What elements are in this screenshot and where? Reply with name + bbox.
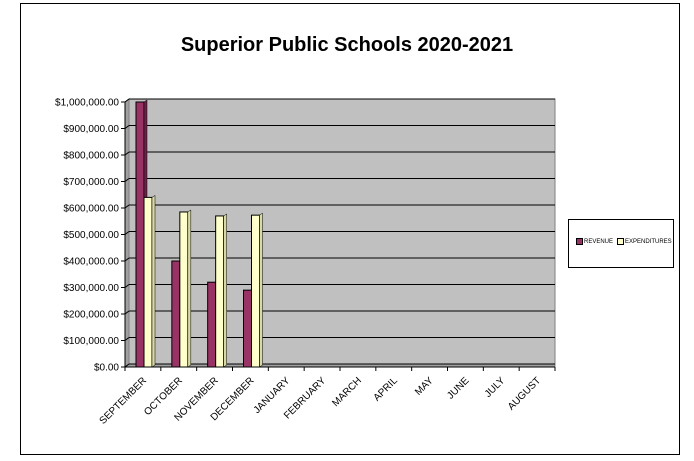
x-tick-label: AUGUST: [506, 375, 543, 412]
bar-revenue: [135, 101, 145, 368]
y-tick-label: $0.00: [94, 363, 119, 374]
legend: REVENUE EXPENDITURES: [568, 219, 674, 268]
y-tick-label: $300,000.00: [63, 283, 119, 294]
x-tick-label: MAY: [413, 375, 436, 398]
y-tick-label: $1,000,000.00: [55, 98, 119, 109]
gridline-diag: [124, 178, 130, 182]
x-tick-label: SEPTEMBER: [98, 375, 149, 426]
legend-label-revenue: REVENUE: [584, 238, 614, 245]
x-tick-label: JULY: [483, 375, 508, 400]
gridline-diag: [124, 337, 130, 341]
y-tick-label: $600,000.00: [63, 204, 119, 215]
legend-item-revenue: REVENUE: [576, 238, 613, 245]
gridline-diag: [124, 125, 130, 129]
x-tick-label: APRIL: [372, 375, 401, 404]
gridline-diag: [124, 151, 130, 156]
bar-expenditures: [251, 214, 260, 368]
y-tick-label: $500,000.00: [63, 230, 119, 241]
chart-title: Superior Public Schools 2020-2021: [180, 34, 514, 56]
bar-side-expenditures: [259, 212, 263, 368]
legend-swatch-expenditures: [617, 238, 624, 245]
y-tick-label: $800,000.00: [63, 151, 119, 162]
bar-expenditures: [215, 215, 225, 368]
y-tick-label: $900,000.00: [63, 124, 119, 135]
gridline-diag: [124, 284, 130, 288]
legend-label-expenditures: EXPENDITURES: [625, 238, 672, 245]
bar-side-expenditures: [151, 194, 156, 368]
bar-expenditures: [179, 211, 189, 368]
bar-revenue: [207, 281, 217, 368]
x-tick-label: JUNE: [445, 375, 471, 401]
bar-side-expenditures: [223, 213, 227, 368]
bar-expenditures: [143, 196, 153, 368]
gridline-diag: [124, 231, 130, 235]
bar-side-expenditures: [187, 209, 192, 368]
y-tick-label: $100,000.00: [63, 336, 119, 347]
y-tick-label: $200,000.00: [63, 310, 119, 321]
gridline-diag: [124, 204, 130, 209]
gridline-diag: [124, 310, 130, 315]
bar-revenue: [243, 289, 252, 368]
y-tick-label: $400,000.00: [63, 257, 119, 268]
y-tick-label: $700,000.00: [63, 177, 119, 188]
legend-swatch-revenue: [576, 238, 583, 245]
gridline-diag: [124, 98, 130, 103]
legend-item-expenditures: EXPENDITURES: [617, 238, 672, 245]
gridline-diag: [124, 257, 130, 262]
x-tick-label: MARCH: [330, 375, 364, 409]
bar-revenue: [171, 260, 181, 368]
